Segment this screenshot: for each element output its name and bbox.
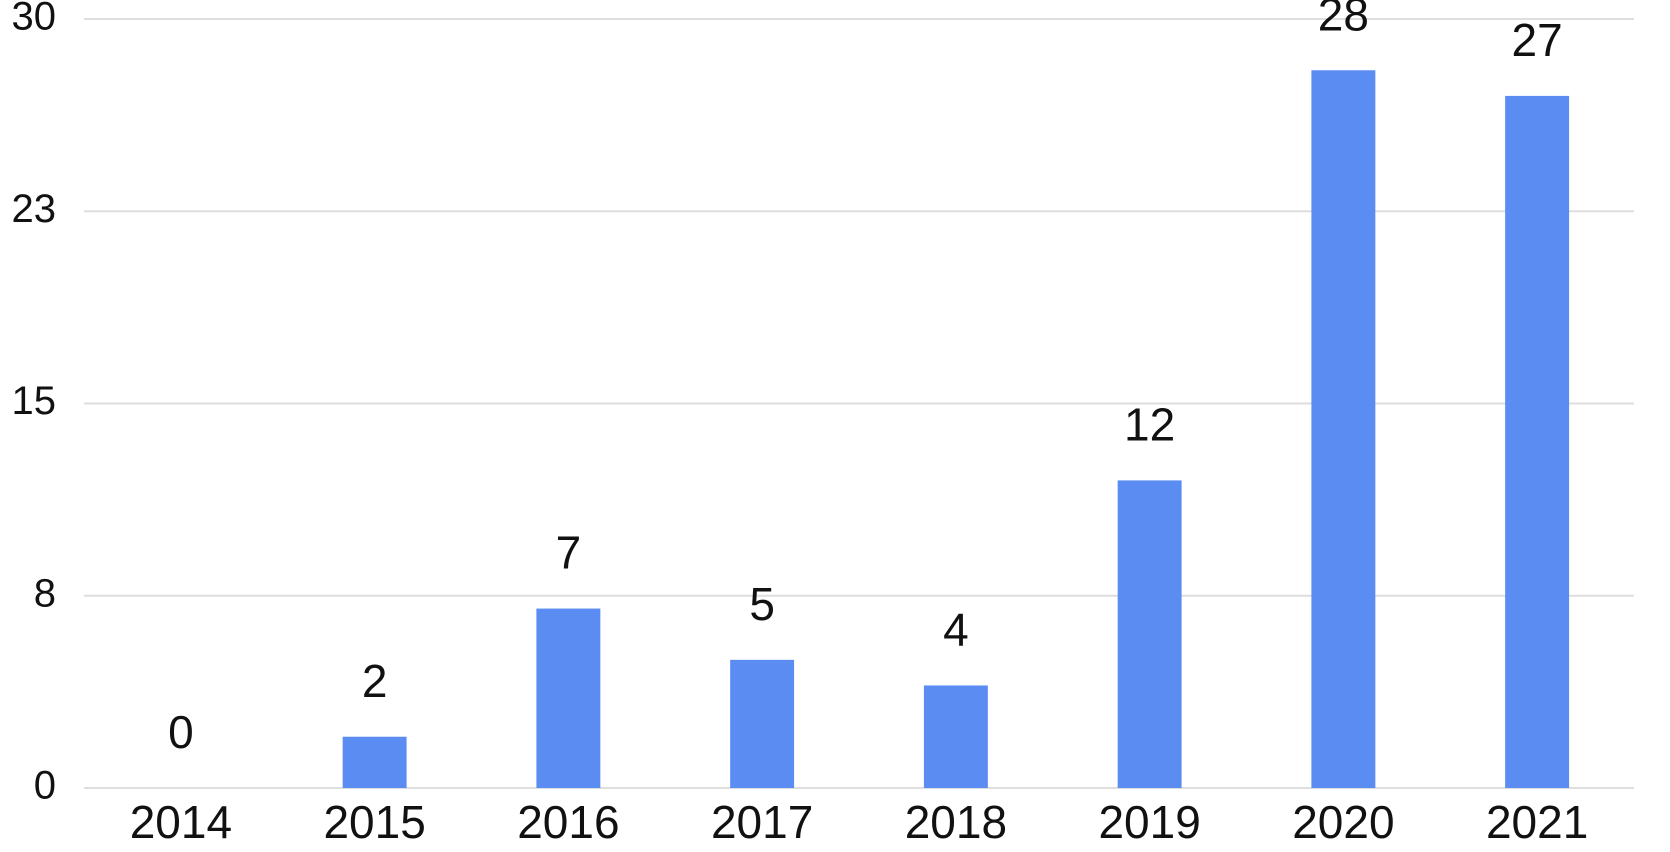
value-label: 27 bbox=[1512, 14, 1563, 66]
x-tick-label: 2016 bbox=[517, 796, 619, 848]
bar bbox=[923, 685, 988, 788]
x-tick-label: 2019 bbox=[1098, 796, 1200, 848]
bar bbox=[730, 659, 795, 788]
value-label: 28 bbox=[1318, 0, 1369, 40]
y-tick-label: 15 bbox=[12, 379, 57, 423]
x-tick-label: 2020 bbox=[1292, 796, 1394, 848]
bar bbox=[342, 736, 407, 788]
x-tick-label: 2017 bbox=[711, 796, 813, 848]
value-label: 4 bbox=[943, 604, 969, 656]
value-label: 7 bbox=[556, 527, 582, 579]
x-tick-label: 2018 bbox=[905, 796, 1007, 848]
y-tick-label: 0 bbox=[34, 764, 56, 808]
value-label: 12 bbox=[1124, 399, 1175, 451]
value-label: 2 bbox=[362, 655, 388, 707]
y-tick-label: 23 bbox=[12, 187, 57, 231]
x-tick-label: 2021 bbox=[1486, 796, 1588, 848]
bar bbox=[1311, 70, 1376, 789]
value-label: 5 bbox=[749, 578, 775, 630]
y-tick-label: 8 bbox=[34, 571, 56, 615]
x-tick-label: 2015 bbox=[323, 796, 425, 848]
bar bbox=[1117, 480, 1182, 788]
value-label: 0 bbox=[168, 706, 194, 758]
bar bbox=[1505, 95, 1570, 788]
x-tick-label: 2014 bbox=[130, 796, 232, 848]
y-tick-label: 30 bbox=[12, 0, 57, 39]
bar bbox=[536, 608, 601, 788]
